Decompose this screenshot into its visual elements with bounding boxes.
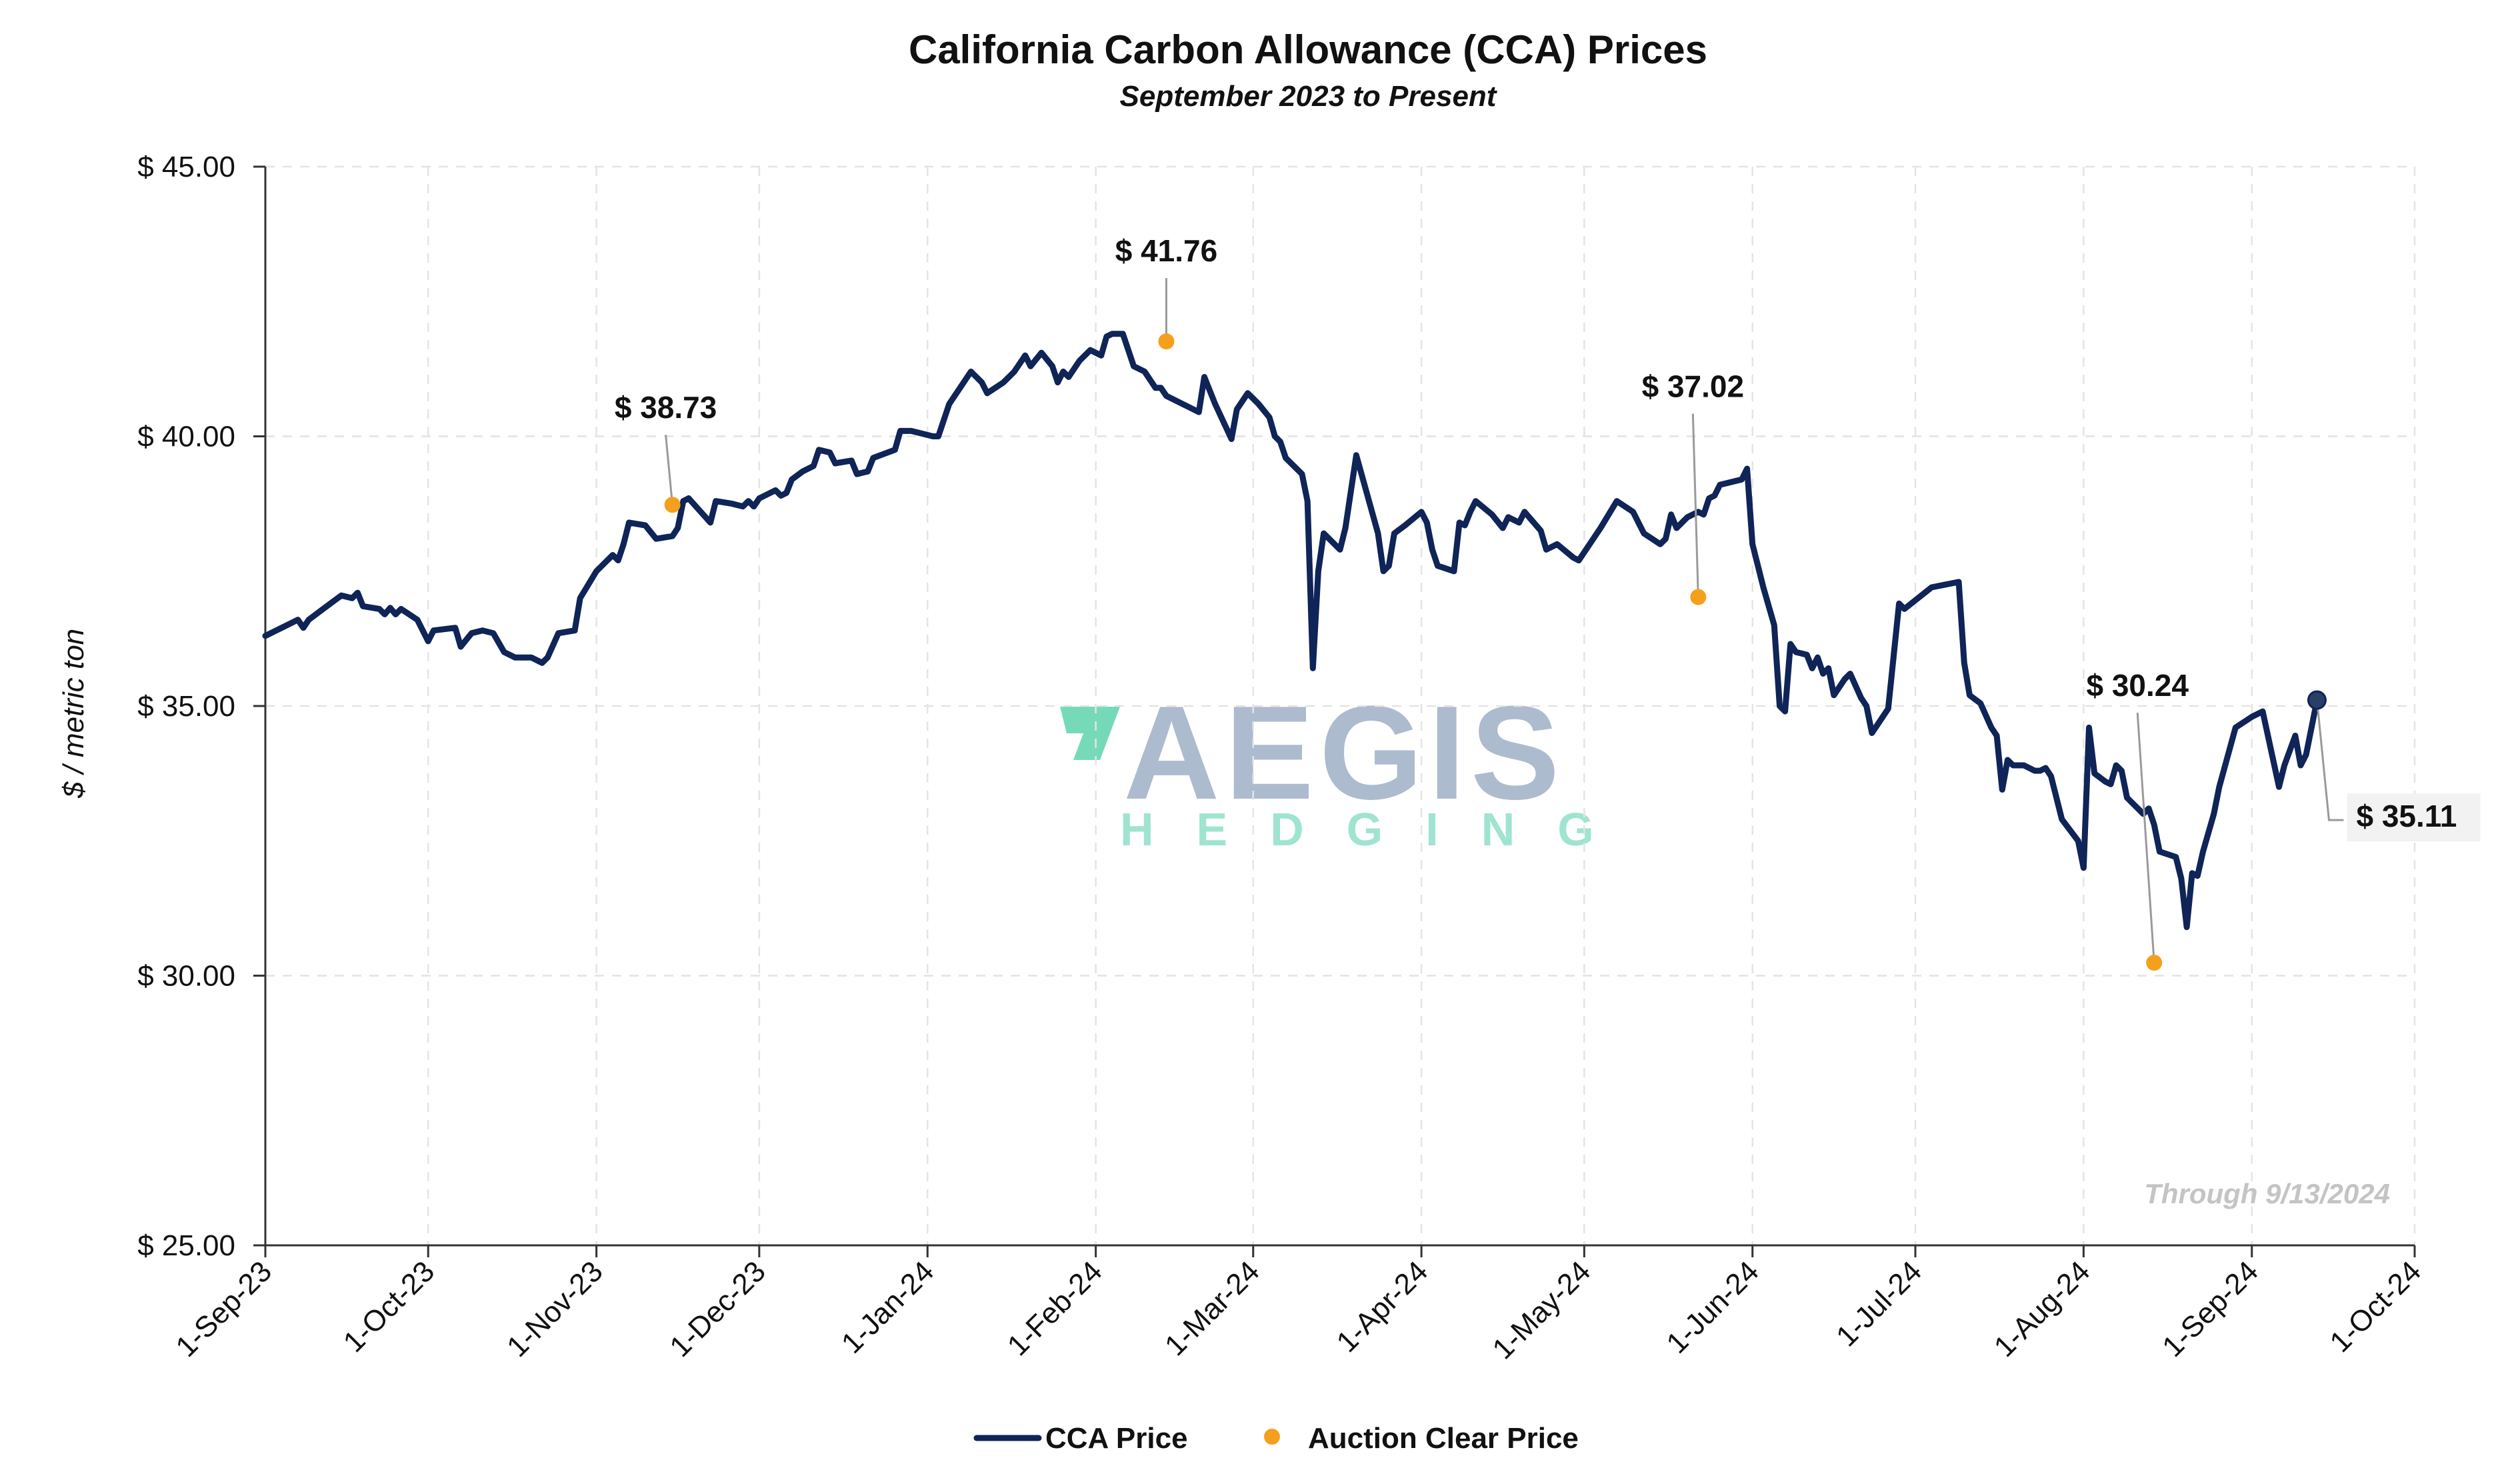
x-tick-label: 1-Sep-23 [169, 1255, 278, 1363]
x-tick-label: 1-Oct-23 [337, 1255, 441, 1359]
watermark-logo-mark [1060, 707, 1120, 760]
through-date-note: Through 9/13/2024 [2144, 1178, 2390, 1209]
y-axis-ticks: $ 25.00 $ 30.00 $ 35.00 $ 40.00 $ 45.00 [137, 151, 265, 1262]
chart-subtitle: September 2023 to Present [1120, 80, 1498, 113]
series-layer [262, 331, 2320, 931]
auction-clear-price-dot [1690, 589, 1707, 605]
watermark-subword: HEDGING [1120, 803, 1637, 855]
auction-leader-line [665, 435, 674, 505]
x-tick-label: 1-Oct-24 [2323, 1255, 2427, 1359]
x-tick-label: 1-Sep-24 [2156, 1255, 2265, 1363]
auction-clear-price-dot [664, 497, 681, 513]
x-tick-label: 1-Jul-24 [1830, 1255, 1928, 1353]
x-axis-ticks: 1-Sep-23 1-Oct-23 1-Nov-23 1-Dec-23 1-Jan-24… [169, 1245, 2427, 1365]
x-tick-label: 1-Jan-24 [835, 1255, 940, 1359]
x-tick-label: 1-Mar-24 [1159, 1255, 1266, 1362]
x-tick-label: 1-Aug-24 [1988, 1255, 2097, 1363]
auction-layer: $ 38.73 $ 41.76 $ 37.02 $ 30.24 $ 35.11 [615, 233, 2481, 971]
y-tick-label: $ 35.00 [137, 690, 235, 723]
auction-leader-line [2136, 712, 2155, 963]
x-tick-label: 1-Feb-24 [1001, 1255, 1109, 1362]
x-tick-label: 1-Apr-24 [1330, 1255, 1434, 1359]
auction-clear-price-label: $ 30.24 [2086, 668, 2189, 703]
legend: CCA Price Auction Clear Price [973, 1422, 1579, 1455]
last-price-dot [2307, 690, 2327, 710]
auction-clear-price-label: $ 37.02 [1642, 369, 1744, 404]
last-price-leader-line [2315, 699, 2344, 821]
auction-leader-line [1691, 413, 1699, 597]
last-price-label: $ 35.11 [2356, 799, 2457, 833]
auction-clear-price-label: $ 38.73 [615, 390, 717, 425]
last-price-box [2347, 793, 2481, 842]
x-tick-label: 1-Jun-24 [1660, 1255, 1765, 1359]
legend-auction-clear-price-label: Auction Clear Price [1308, 1422, 1579, 1455]
y-tick-label: $ 30.00 [137, 960, 235, 993]
auction-clear-price-label: $ 41.76 [1115, 233, 1217, 268]
watermark: AEGIS HEDGING [1060, 679, 1637, 855]
x-tick-label: 1-Dec-23 [663, 1255, 772, 1363]
auction-clear-price-dot [2146, 955, 2163, 971]
y-tick-label: $ 25.00 [137, 1229, 235, 1262]
watermark-word: AEGIS [1123, 679, 1565, 827]
y-axis-label: $ / metric ton [57, 629, 90, 799]
legend-auction-clear-price-swatch [1264, 1429, 1280, 1445]
auction-clear-price-dot [1158, 333, 1175, 350]
chart-title: California Carbon Allowance (CCA) Prices [909, 27, 1707, 72]
grid [265, 165, 2416, 1245]
y-tick-label: $ 45.00 [137, 151, 235, 183]
cca-price-line [262, 331, 2320, 931]
legend-cca-price-label: CCA Price [1045, 1422, 1188, 1455]
y-tick-label: $ 40.00 [137, 421, 235, 453]
x-tick-label: 1-Nov-23 [501, 1255, 609, 1363]
x-tick-label: 1-May-24 [1486, 1255, 1597, 1365]
